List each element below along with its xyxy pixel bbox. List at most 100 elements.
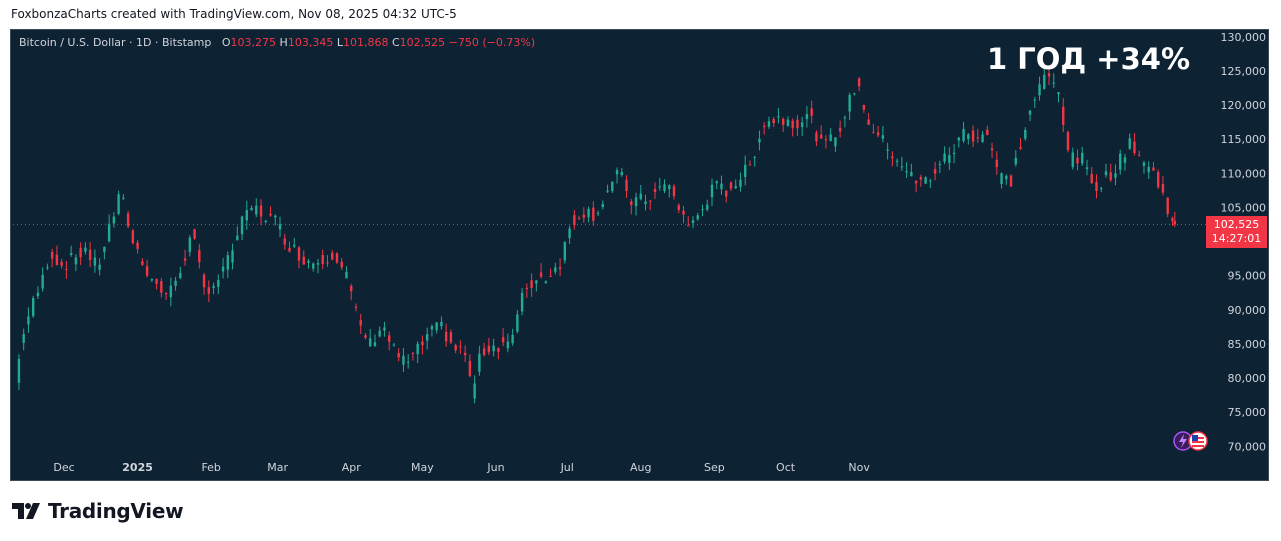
candle-body	[93, 257, 97, 266]
candle-body	[1095, 181, 1098, 192]
candle-body	[1173, 221, 1177, 225]
candle-body	[1047, 73, 1051, 77]
candle-body	[46, 267, 49, 269]
candle-body	[739, 179, 742, 187]
candle-body	[587, 208, 590, 218]
candle-body	[50, 251, 54, 259]
change-value: −750 (−0.73%)	[448, 36, 536, 49]
candle-body	[392, 344, 396, 346]
candle-body	[938, 164, 942, 166]
candle-body	[710, 184, 714, 198]
candle-body	[202, 274, 206, 288]
candle-body	[952, 152, 956, 155]
candle-body	[1166, 197, 1169, 214]
candle-body	[853, 93, 856, 95]
tradingview-logo[interactable]: TradingView	[12, 499, 184, 523]
candle-body	[449, 332, 453, 343]
candle-body	[1000, 173, 1003, 185]
y-tick-label: 125,000	[1221, 65, 1267, 78]
x-tick-label: May	[411, 461, 434, 474]
x-tick-label: Jul	[560, 461, 574, 474]
tradingview-brand: TradingView	[48, 499, 184, 523]
candle-body	[834, 137, 837, 147]
candle-body	[88, 249, 92, 260]
candle-body	[169, 285, 173, 298]
symbol-legend[interactable]: Bitcoin / U.S. Dollar · 1D · Bitstamp O1…	[19, 36, 535, 49]
candle-body	[1043, 74, 1046, 89]
candle-body	[967, 134, 970, 140]
y-tick-label: 130,000	[1221, 31, 1267, 44]
events-indicators[interactable]	[1173, 429, 1213, 453]
candle-body	[592, 207, 595, 221]
candle-body	[150, 279, 154, 281]
candle-body	[786, 119, 790, 127]
candle-body	[283, 238, 286, 245]
candle-body	[463, 352, 467, 356]
candle-body	[335, 253, 339, 263]
candle-body	[1142, 162, 1146, 166]
candle-body	[259, 205, 263, 217]
candle-body	[331, 252, 334, 260]
candle-body	[895, 160, 899, 162]
candle-body	[188, 237, 192, 252]
candle-body	[501, 337, 505, 343]
y-tick-label: 115,000	[1221, 133, 1267, 146]
candle-body	[1119, 153, 1122, 170]
candle-body	[79, 247, 82, 258]
candle-body	[321, 254, 324, 265]
high-label: H	[279, 36, 288, 49]
candle-body	[302, 256, 305, 265]
candle-body	[1152, 167, 1155, 171]
candle-body	[226, 255, 229, 270]
candle-body	[696, 215, 699, 220]
candle-body	[1081, 152, 1084, 164]
candle-body	[27, 316, 30, 325]
candle-body	[582, 214, 586, 218]
candle-body	[160, 281, 163, 293]
candle-body	[796, 119, 799, 129]
candle-body	[957, 137, 961, 141]
candle-body	[1062, 106, 1065, 125]
candle-body	[274, 215, 277, 218]
candle-body	[364, 335, 367, 338]
candle-body	[886, 149, 889, 151]
candle-body	[691, 220, 695, 224]
candle-body	[948, 154, 951, 163]
candle-body	[1100, 188, 1103, 190]
last-price-value: 102,525	[1213, 218, 1260, 232]
candle-body	[687, 225, 690, 227]
candle-body	[198, 250, 201, 263]
candlestick-chart[interactable]: 130,000 125,000 120,000 115,000 110,000 105,0…	[11, 30, 1270, 482]
candle-body	[107, 223, 111, 242]
candle-body	[772, 119, 775, 124]
candle-body	[677, 205, 680, 210]
candle-body	[805, 114, 809, 120]
candle-body	[131, 230, 135, 244]
candle-body	[791, 120, 794, 129]
candle-body	[639, 193, 642, 200]
candle-body	[535, 280, 538, 284]
candle-body	[1076, 157, 1079, 164]
candle-body	[763, 125, 766, 128]
candle-body	[568, 228, 571, 239]
candle-body	[663, 184, 666, 192]
candle-body	[231, 250, 234, 263]
candle-body	[668, 185, 671, 190]
candle-body	[312, 263, 315, 269]
candle-body	[492, 345, 495, 352]
y-tick-label: 90,000	[1228, 304, 1267, 317]
events-icons	[1173, 431, 1208, 451]
candle-body	[990, 148, 994, 151]
chart-frame[interactable]: 130,000 125,000 120,000 115,000 110,000 105,0…	[10, 29, 1269, 481]
candle-body	[1104, 171, 1108, 176]
x-tick-label: Nov	[848, 461, 870, 474]
candle-body	[867, 119, 870, 125]
candle-body	[402, 355, 405, 365]
candle-body	[397, 353, 400, 358]
candle-body	[577, 218, 581, 220]
candle-body	[240, 216, 244, 235]
candle-body	[758, 138, 761, 143]
candle-body	[900, 166, 904, 168]
candle-body	[22, 334, 25, 343]
candle-body	[65, 268, 68, 270]
